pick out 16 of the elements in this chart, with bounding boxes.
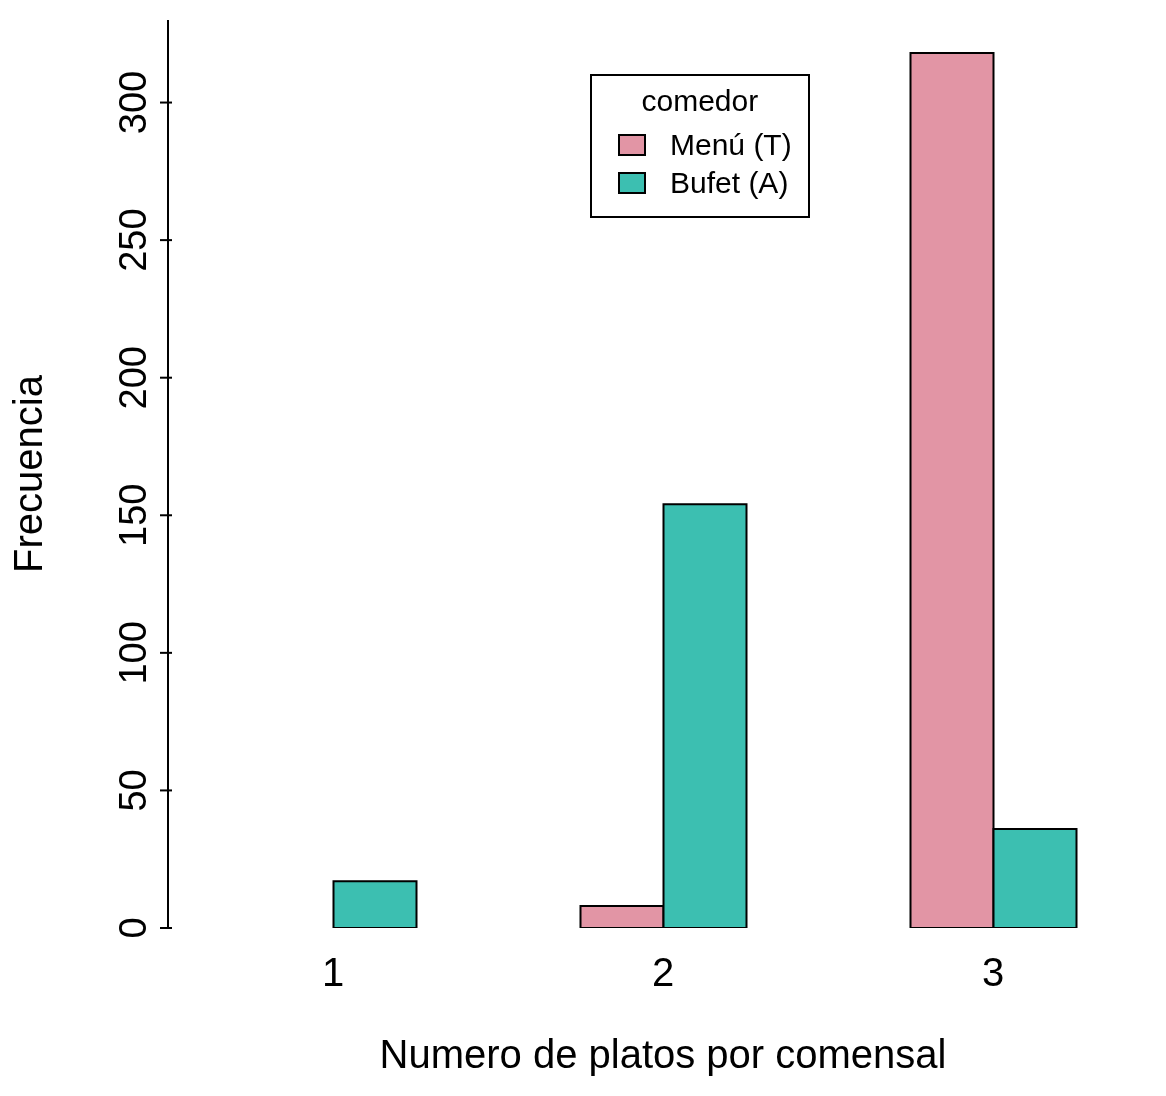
bar [332, 880, 418, 928]
x-axis-title: Numero de platos por comensal [379, 1032, 947, 1076]
legend-label: Bufet (A) [670, 166, 789, 200]
y-tick-label: 200 [112, 345, 154, 410]
x-tick-label: 1 [321, 950, 345, 995]
y-tick-label: 250 [112, 208, 154, 272]
y-tick-label: 100 [112, 621, 154, 685]
legend-title: comedor [640, 84, 760, 118]
y-tick-label: 150 [112, 483, 154, 547]
y-tick-label: 300 [112, 70, 154, 135]
y-tick-label: 50 [112, 769, 154, 812]
legend-label: Menú (T) [670, 128, 792, 162]
x-tick-label: 3 [981, 950, 1005, 995]
x-tick-label: 2 [651, 950, 675, 995]
y-axis-title: Frecuencia [6, 374, 51, 573]
y-tick-label: 0 [112, 917, 154, 939]
